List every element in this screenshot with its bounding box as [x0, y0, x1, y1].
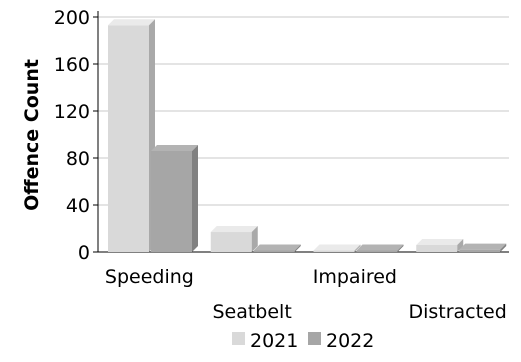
bar-front — [151, 150, 192, 252]
y-tick-label: 80 — [66, 148, 90, 170]
legend: 2021 2022 — [232, 330, 374, 352]
category-labels: Speeding Seatbelt Impaired Distracted — [105, 266, 507, 323]
legend-item-2021: 2021 — [232, 330, 298, 352]
y-tick-label: 160 — [54, 54, 90, 76]
bar-top — [416, 238, 464, 245]
bar-top — [253, 244, 301, 251]
legend-item-2022: 2022 — [308, 330, 374, 352]
y-tick-label: 120 — [54, 101, 90, 123]
bar-speeding-2021 — [108, 19, 155, 252]
bar-distracted-2021 — [416, 238, 464, 252]
category-label: Seatbelt — [212, 301, 291, 323]
y-axis-title: Offence Count — [21, 59, 43, 211]
bar-side — [192, 144, 198, 252]
category-label: Distracted — [408, 301, 506, 323]
bar-side — [457, 238, 464, 252]
bars — [108, 19, 507, 252]
bar-seatbelt-2022 — [253, 244, 301, 252]
legend-swatch — [308, 332, 321, 345]
bar-distracted-2022 — [459, 243, 507, 252]
bar-top — [313, 244, 361, 251]
legend-label: 2021 — [250, 330, 298, 352]
category-label: Impaired — [313, 266, 397, 288]
bar-speeding-2022 — [151, 144, 198, 252]
bar-front — [356, 250, 398, 252]
bar-top — [459, 243, 507, 250]
bar-side — [251, 226, 258, 252]
category-label: Speeding — [105, 266, 194, 288]
bar-side — [354, 244, 361, 252]
legend-label: 2022 — [326, 330, 374, 352]
bar-front — [459, 249, 501, 252]
bar-side — [500, 243, 507, 252]
bar-front — [210, 232, 252, 252]
y-tick-labels: 0 40 80 120 160 200 — [54, 7, 90, 264]
bar-top — [210, 226, 258, 233]
bar-top — [108, 19, 155, 26]
bar-top — [356, 244, 404, 251]
bar-side — [294, 244, 301, 252]
bar-front — [253, 250, 295, 252]
bar-impaired-2022 — [356, 244, 404, 252]
bar-top — [151, 144, 198, 151]
bar-seatbelt-2021 — [210, 226, 258, 252]
legend-swatch — [232, 332, 245, 345]
bar-front — [416, 244, 458, 252]
bar-impaired-2021 — [313, 244, 361, 252]
bar-side — [397, 244, 404, 252]
y-tick-label: 200 — [54, 7, 90, 29]
y-tick-label: 40 — [66, 195, 90, 217]
y-tick-label: 0 — [78, 242, 90, 264]
bar-front — [313, 250, 355, 252]
bar-front — [108, 25, 149, 252]
